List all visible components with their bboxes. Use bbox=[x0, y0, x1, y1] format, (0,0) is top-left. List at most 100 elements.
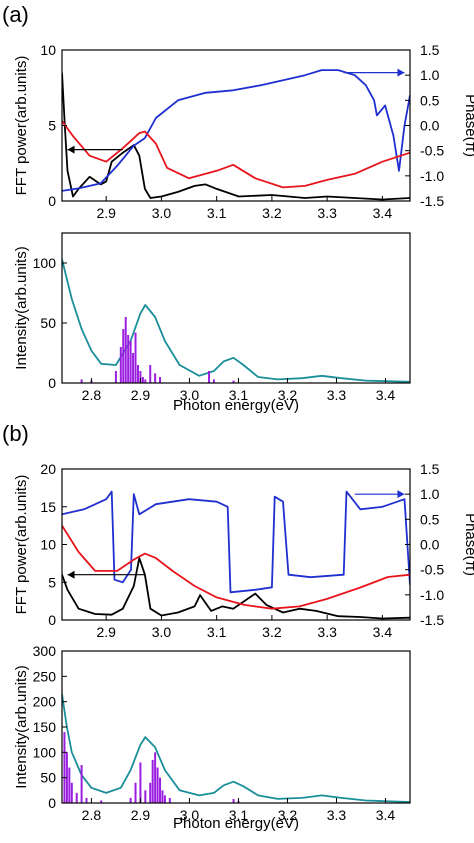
x-tick-label: 3.1 bbox=[229, 387, 249, 403]
plot-frame bbox=[61, 232, 411, 384]
y-tick-label: 100 bbox=[33, 255, 57, 271]
bar-mark bbox=[144, 790, 147, 803]
x-tick-label: 3.4 bbox=[376, 387, 396, 403]
bar-mark bbox=[75, 792, 78, 803]
bar-mark bbox=[232, 798, 235, 803]
bar-mark bbox=[149, 782, 152, 803]
plot-frame bbox=[61, 650, 411, 804]
bar-mark bbox=[159, 377, 162, 383]
bar-mark bbox=[63, 732, 66, 803]
axis-arrow-head bbox=[67, 145, 75, 154]
bar-mark bbox=[163, 795, 166, 803]
x-tick-label: 3.4 bbox=[373, 205, 393, 221]
x-tick-label: 3.1 bbox=[207, 624, 227, 640]
bar-mark bbox=[154, 752, 157, 803]
x-tick-label: 3.3 bbox=[327, 807, 347, 823]
panel-label-a: (a) bbox=[2, 2, 29, 27]
axis-arrow-head bbox=[397, 68, 405, 77]
x-tick-label: 3.2 bbox=[262, 624, 282, 640]
y-tick-label: 250 bbox=[33, 668, 57, 684]
series-group bbox=[62, 69, 410, 201]
y-axis-title: FFT power(arb.units) bbox=[13, 475, 30, 615]
y-right-tick-label: -0.5 bbox=[420, 562, 444, 578]
bar-mark bbox=[151, 759, 154, 803]
x-tick-label: 3.0 bbox=[180, 387, 200, 403]
series-group bbox=[62, 693, 410, 803]
y-right-tick-label: 0.0 bbox=[420, 537, 440, 553]
bar-mark bbox=[159, 777, 162, 803]
y-tick-label: 10 bbox=[40, 537, 56, 553]
y-right-tick-label: -1.5 bbox=[420, 612, 444, 628]
x-tick-label: 3.2 bbox=[278, 387, 298, 403]
bar-mark bbox=[100, 800, 103, 803]
bar-mark bbox=[127, 335, 130, 383]
axis-arrow-head bbox=[397, 490, 405, 499]
y-right-tick-label: 1.0 bbox=[420, 67, 440, 83]
bar-mark bbox=[161, 790, 164, 803]
y-tick-label: 0 bbox=[48, 375, 56, 391]
spectrum_fit-line bbox=[62, 693, 410, 803]
x-tick-label: 3.1 bbox=[229, 807, 249, 823]
y-right-tick-label: 1.5 bbox=[420, 461, 440, 477]
envelope-line bbox=[62, 525, 410, 610]
y-right-axis-title: Phase(π) bbox=[462, 94, 474, 157]
x-tick-label: 2.8 bbox=[82, 807, 102, 823]
bar-mark bbox=[149, 365, 152, 383]
bar-mark bbox=[144, 379, 147, 383]
y-right-axis-title: Phase(π) bbox=[462, 513, 474, 576]
y-tick-label: 20 bbox=[40, 461, 56, 477]
x-axis-title: Photon energy(eV) bbox=[173, 815, 299, 832]
x-tick-label: 3.4 bbox=[373, 624, 393, 640]
bar-mark bbox=[139, 762, 142, 803]
y-right-tick-label: -1.5 bbox=[420, 193, 444, 209]
x-tick-label: 3.0 bbox=[180, 807, 200, 823]
x-tick-label: 3.0 bbox=[152, 624, 172, 640]
y-tick-label: 300 bbox=[33, 643, 57, 659]
y-right-tick-label: 1.5 bbox=[420, 42, 440, 58]
bar-mark bbox=[122, 329, 125, 383]
bar-mark bbox=[119, 347, 122, 383]
spectrum_fit-line bbox=[62, 259, 410, 383]
bar-mark bbox=[129, 797, 132, 803]
y-axis-title: Intensity(arb.units) bbox=[13, 665, 30, 788]
series-group bbox=[62, 490, 410, 620]
x-tick-label: 3.2 bbox=[278, 807, 298, 823]
y-tick-label: 0 bbox=[48, 612, 56, 628]
bar-mark bbox=[139, 371, 142, 383]
y-right-tick-label: -1.0 bbox=[420, 168, 444, 184]
bar-mark bbox=[85, 797, 88, 803]
y-tick-label: 100 bbox=[33, 744, 57, 760]
bar-mark bbox=[129, 341, 132, 383]
x-tick-label: 3.3 bbox=[317, 205, 337, 221]
bar-mark bbox=[134, 332, 137, 383]
chart-panel bbox=[61, 650, 411, 804]
panel-label-b: (b) bbox=[2, 421, 29, 446]
x-tick-label: 2.8 bbox=[82, 387, 102, 403]
chart-panel bbox=[61, 232, 411, 384]
bar-mark bbox=[124, 317, 127, 383]
x-tick-label: 3.3 bbox=[317, 624, 337, 640]
series-group bbox=[62, 259, 410, 383]
bar-mark bbox=[134, 782, 137, 803]
y-right-tick-label: 0.5 bbox=[420, 92, 440, 108]
bar-mark bbox=[154, 373, 157, 383]
y-right-tick-label: 0.0 bbox=[420, 118, 440, 134]
x-tick-label: 3.4 bbox=[376, 807, 396, 823]
bar-mark bbox=[232, 380, 235, 383]
x-tick-label: 2.9 bbox=[131, 387, 151, 403]
y-tick-label: 0 bbox=[48, 795, 56, 811]
y-right-tick-label: -1.0 bbox=[420, 587, 444, 603]
bar-mark bbox=[70, 782, 73, 803]
plot-area: 2.9 3.0 3.1 3.2 3.3 3.4 0 5 10 -1.5 -1.0 -0.5 0.0 0.5… bbox=[13, 42, 474, 832]
bar-mark bbox=[114, 371, 117, 383]
x-tick-label: 2.9 bbox=[96, 624, 116, 640]
y-right-tick-label: 0.5 bbox=[420, 511, 440, 527]
y-tick-label: 150 bbox=[33, 719, 57, 735]
fft-line bbox=[62, 72, 410, 201]
phase-line bbox=[62, 69, 410, 192]
x-axis-title: Photon energy(eV) bbox=[173, 397, 299, 414]
x-tick-label: 3.2 bbox=[262, 205, 282, 221]
bar-mark bbox=[80, 379, 83, 383]
bar-mark bbox=[132, 353, 135, 383]
